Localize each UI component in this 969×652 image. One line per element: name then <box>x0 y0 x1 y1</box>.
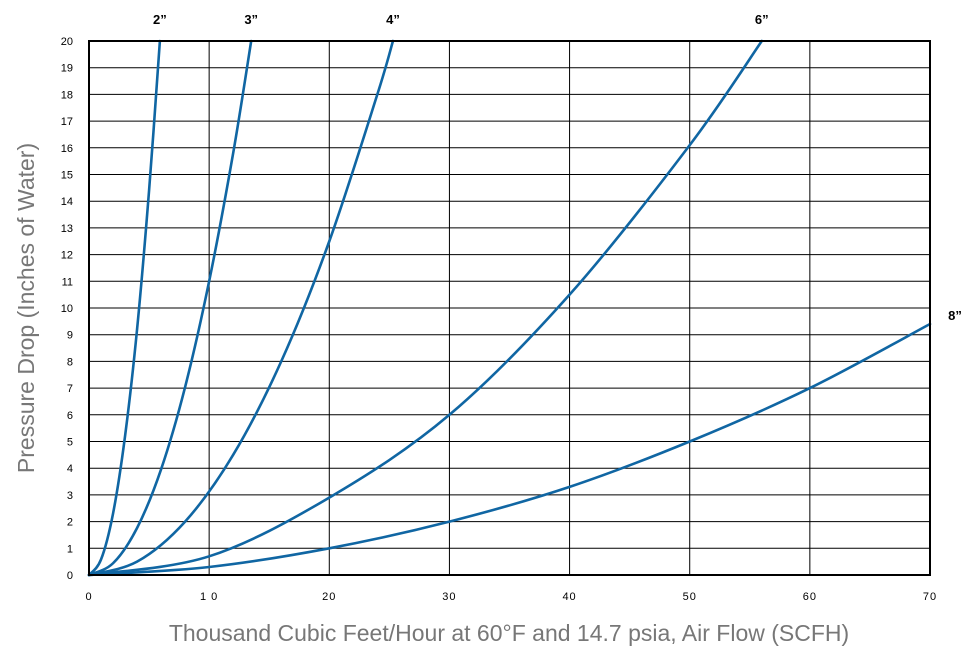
y-axis-title: Pressure Drop (Inches of Water) <box>13 143 39 473</box>
series-label: 2” <box>153 12 167 27</box>
y-tick-label: 4 <box>67 463 73 475</box>
y-tick-label: 8 <box>67 356 73 368</box>
series-label: 3” <box>244 12 258 27</box>
y-tick-label: 19 <box>61 63 73 75</box>
x-tick-label: 0 <box>85 591 92 603</box>
y-tick-label: 2 <box>67 517 73 529</box>
y-tick-label: 20 <box>61 36 73 48</box>
y-tick-label: 10 <box>61 303 73 315</box>
x-tick-label: 50 <box>683 591 697 603</box>
y-tick-label: 14 <box>61 196 73 208</box>
y-tick-label: 16 <box>61 143 73 155</box>
y-tick-label: 15 <box>61 170 73 182</box>
y-tick-label: 9 <box>67 330 73 342</box>
y-tick-label: 12 <box>61 250 73 262</box>
x-tick-label: 1 0 <box>200 591 218 603</box>
series-label: 8” <box>948 308 962 323</box>
x-tick-label: 20 <box>322 591 336 603</box>
series-curve <box>87 322 932 577</box>
y-tick-label: 13 <box>61 223 73 235</box>
x-tick-label: 30 <box>442 591 456 603</box>
y-tick-label: 17 <box>61 116 73 128</box>
series-curve <box>87 39 764 577</box>
series-label: 6” <box>755 12 769 27</box>
plot-frame <box>88 40 931 576</box>
series-curves <box>87 39 932 577</box>
series-curve <box>87 39 395 577</box>
series-curve <box>87 39 253 577</box>
series-label: 4” <box>386 12 400 27</box>
grid-lines <box>88 40 931 576</box>
y-tick-label: 6 <box>67 410 73 422</box>
x-tick-label: 70 <box>923 591 937 603</box>
x-axis-title: Thousand Cubic Feet/Hour at 60°F and 14.… <box>169 620 849 646</box>
y-tick-label: 1 <box>67 543 73 555</box>
y-tick-label: 7 <box>67 383 73 395</box>
x-tick-labels: 0 1 0 20 30 40 50 60 70 <box>85 591 937 603</box>
x-tick-label: 40 <box>562 591 576 603</box>
y-tick-label: 18 <box>61 89 73 101</box>
y-tick-label: 11 <box>62 276 73 288</box>
y-tick-label: 3 <box>67 490 73 502</box>
y-tick-label: 5 <box>67 437 73 449</box>
x-tick-label: 60 <box>803 591 817 603</box>
series-curve <box>87 39 162 577</box>
series-labels: 2” 3” 4” 6” 8” <box>153 12 962 323</box>
y-tick-label: 0 <box>67 570 73 582</box>
